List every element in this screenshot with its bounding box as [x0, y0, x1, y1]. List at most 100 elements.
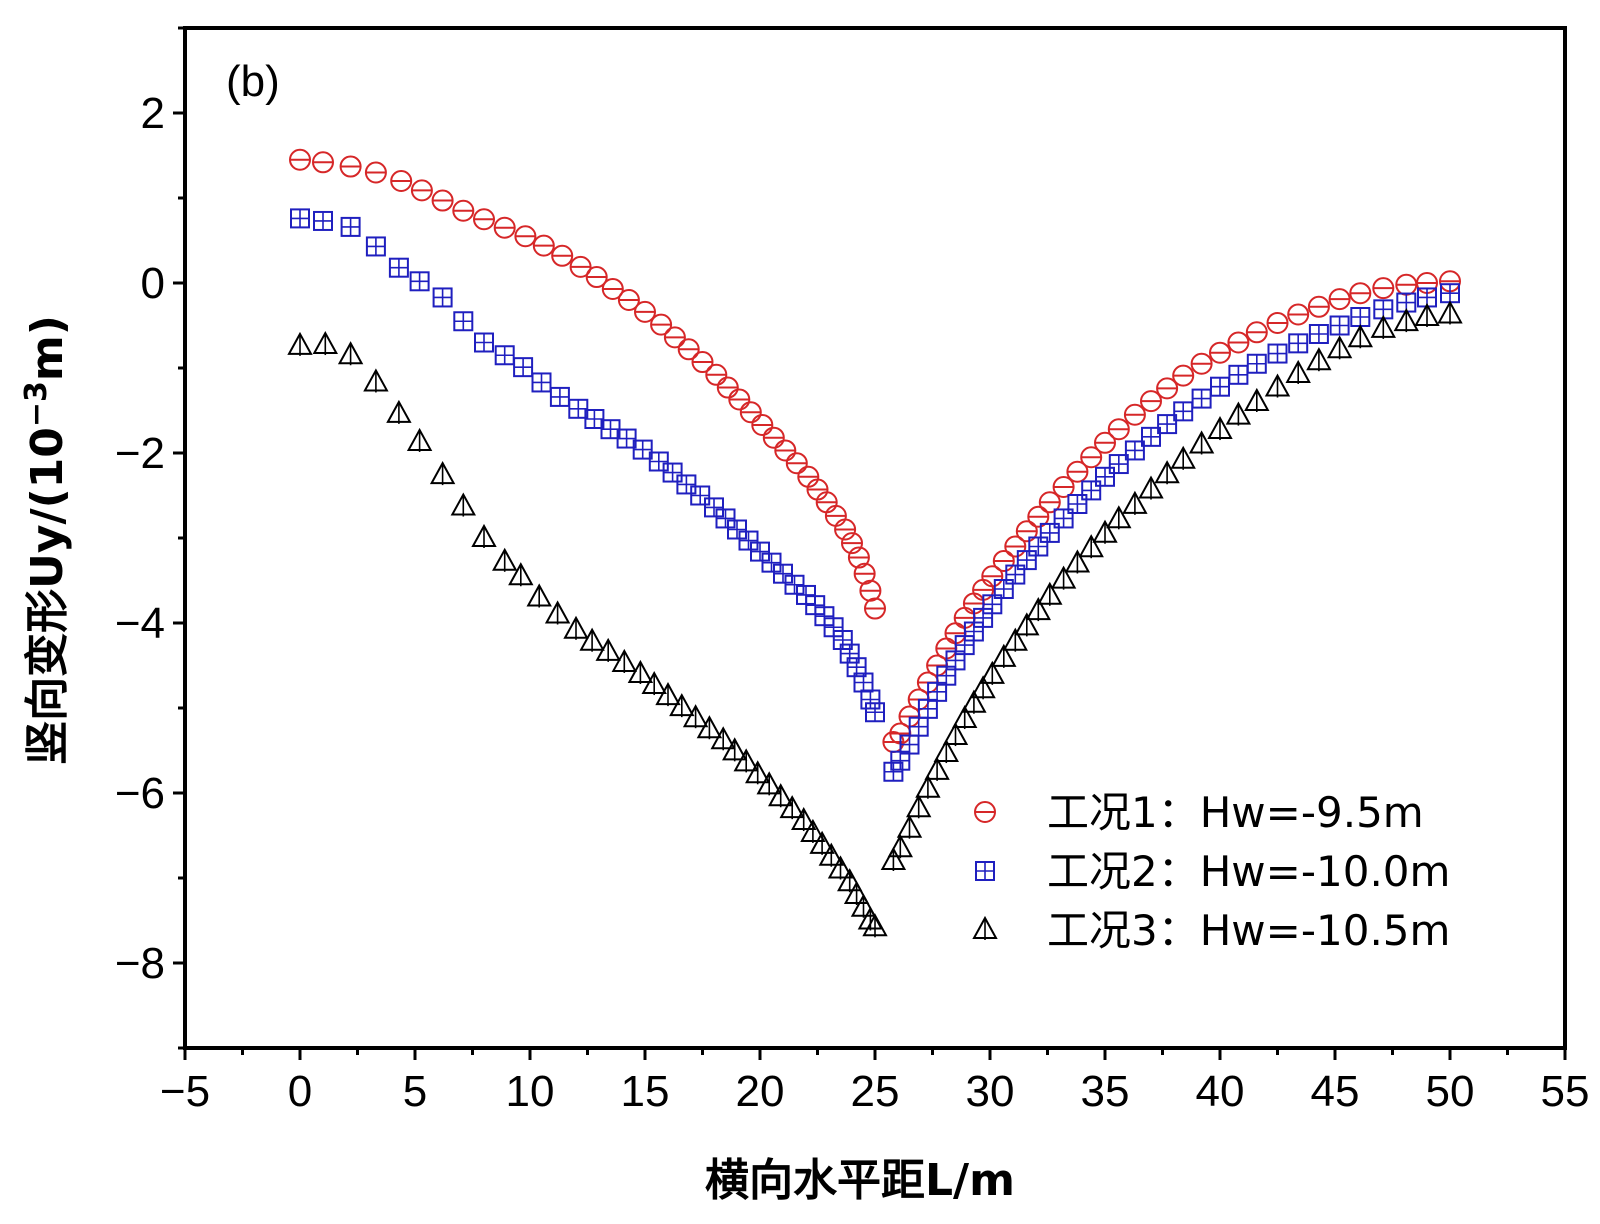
data-point [551, 244, 574, 267]
data-point [774, 439, 797, 462]
data-point [728, 388, 751, 411]
data-point [611, 648, 637, 673]
data-point [1066, 460, 1089, 483]
data-point [768, 783, 794, 808]
data-point [981, 565, 1004, 588]
y-axis-title-main: 竖向变形Uy/(10 [22, 427, 73, 765]
y-tick-label: 0 [141, 259, 165, 308]
data-point [1038, 491, 1061, 514]
data-point [865, 702, 885, 723]
data-point [1188, 430, 1215, 455]
data-point [696, 715, 723, 740]
data-point [773, 563, 793, 584]
data-point [1157, 414, 1178, 435]
data-point [1094, 431, 1116, 454]
data-point [616, 428, 637, 449]
data-point [1170, 445, 1196, 470]
data-point [1138, 475, 1164, 500]
plot-frame [183, 26, 1567, 1050]
data-point [880, 846, 907, 871]
data-point [508, 562, 534, 587]
data-point [745, 760, 771, 785]
data-point [1004, 535, 1027, 558]
data-point [1107, 418, 1130, 441]
data-point [1437, 300, 1463, 325]
data-point [1267, 343, 1288, 364]
data-point [841, 532, 863, 555]
data-point [386, 399, 412, 424]
y-tick-label: −2 [115, 429, 165, 478]
x-tick-label: 0 [288, 1067, 312, 1116]
data-point [847, 546, 870, 569]
data-point [655, 682, 681, 707]
legend-label: 工况2：Hw=-10.0m [1047, 847, 1450, 896]
data-point [584, 409, 605, 429]
data-point [289, 148, 311, 171]
data-point [601, 277, 624, 300]
legend-marker [972, 915, 998, 940]
data-points [287, 148, 1463, 938]
data-point [312, 330, 338, 356]
data-point [473, 208, 495, 231]
data-point [452, 199, 475, 222]
data-point [1037, 581, 1063, 606]
data-point [710, 726, 736, 751]
data-point [832, 630, 853, 650]
data-point [1393, 308, 1419, 333]
data-point [390, 170, 413, 192]
data-point [809, 830, 835, 855]
y-tick-label: −6 [115, 769, 165, 818]
data-point [837, 868, 863, 893]
data-point [1005, 564, 1026, 585]
data-point [1050, 565, 1077, 590]
data-point [1190, 352, 1213, 375]
data-point [450, 492, 476, 517]
data-point [827, 855, 854, 880]
data-point [862, 913, 888, 938]
data-point [1173, 401, 1194, 422]
data-point [1092, 519, 1118, 544]
data-point [704, 497, 724, 518]
data-point [1191, 388, 1212, 409]
y-axis-title: 竖向变形Uy/(10−3m) [19, 315, 73, 765]
data-point [1039, 522, 1060, 543]
data-point [1227, 331, 1250, 354]
data-point [1414, 302, 1440, 327]
data-point [1329, 315, 1350, 336]
data-point [1245, 321, 1268, 344]
data-point [1028, 536, 1049, 557]
data-point [733, 748, 759, 773]
data-point [1122, 490, 1148, 515]
data-point [669, 693, 695, 718]
data-point [627, 659, 654, 684]
data-point [648, 451, 669, 472]
x-tick-label: 15 [621, 1067, 670, 1116]
data-point [514, 225, 537, 248]
data-point [1141, 426, 1161, 447]
data-point [1326, 335, 1353, 360]
data-point [784, 574, 805, 595]
x-tick-label: 20 [736, 1067, 785, 1116]
data-point [779, 795, 805, 820]
data-point [1266, 311, 1289, 334]
data-point [850, 893, 877, 918]
y-tick-label: −4 [115, 599, 165, 648]
data-point [650, 313, 673, 336]
series-3 [287, 300, 1463, 938]
data-point [1016, 550, 1037, 571]
data-point [1372, 277, 1395, 300]
data-point [1015, 520, 1038, 543]
data-point [690, 485, 711, 506]
data-point [453, 311, 474, 332]
data-point [662, 462, 683, 483]
data-point [982, 594, 1003, 615]
data-point [365, 236, 386, 257]
data-point [1306, 347, 1332, 372]
data-point [569, 255, 592, 278]
data-point [406, 427, 433, 452]
data-point [750, 541, 770, 562]
series-1 [289, 148, 1461, 753]
data-point [1124, 440, 1145, 461]
data-point [531, 372, 552, 393]
